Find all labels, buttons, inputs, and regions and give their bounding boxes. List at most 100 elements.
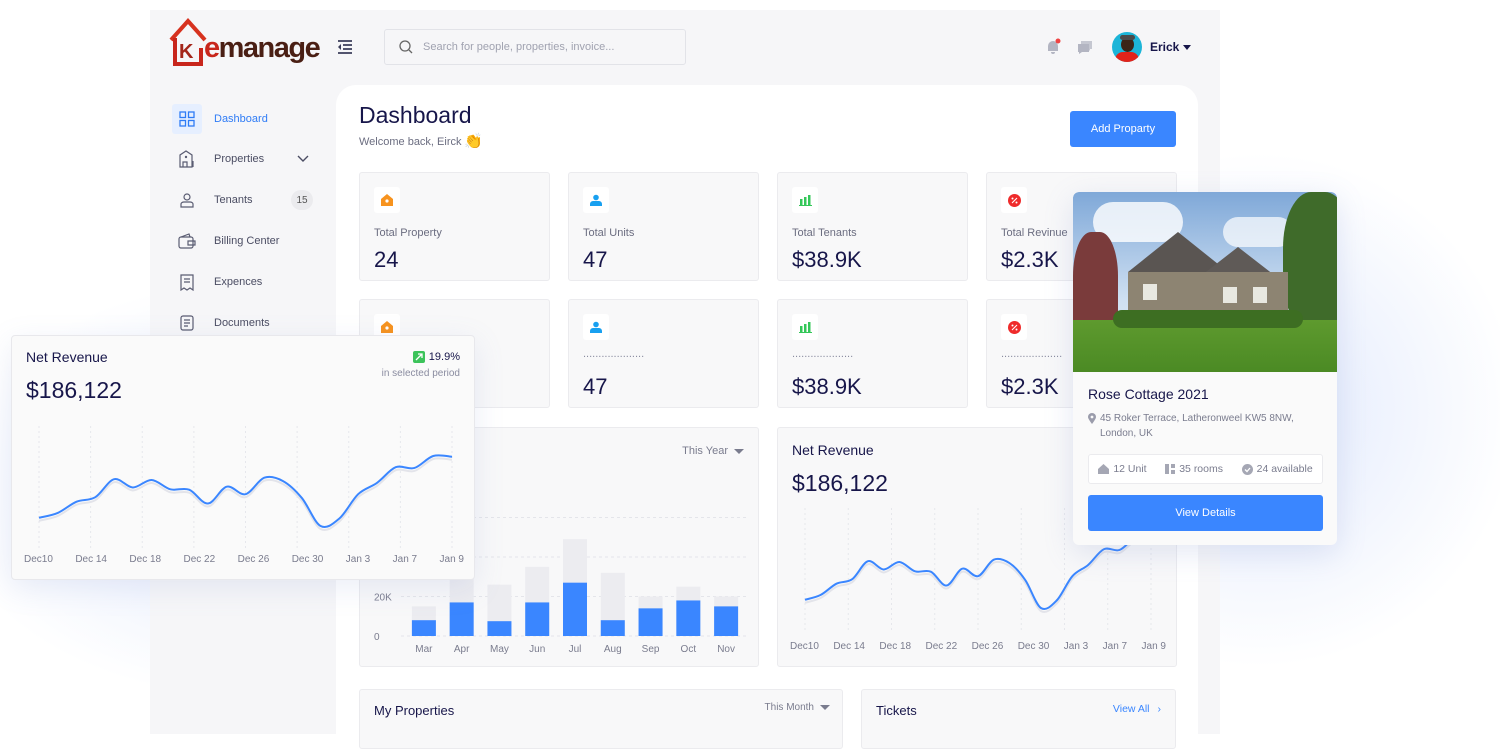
x-tick-label: Dec 14 bbox=[75, 554, 107, 565]
bar-value bbox=[638, 608, 663, 636]
period-label: This Year bbox=[682, 445, 728, 457]
change-caption: in selected period bbox=[381, 368, 460, 379]
grid-icon bbox=[172, 104, 202, 134]
change-percent: 19.9% bbox=[428, 351, 460, 363]
welcome-text: Welcome back, Eirck bbox=[359, 136, 462, 148]
available-feature: 24 available bbox=[1241, 463, 1313, 475]
tickets-title: Tickets bbox=[876, 703, 917, 718]
net-revenue-amount: $186,122 bbox=[26, 377, 122, 403]
sidebar-item-label: Expences bbox=[214, 276, 263, 288]
period-dropdown[interactable]: This Month bbox=[765, 702, 830, 713]
property-card[interactable]: Rose Cottage 2021 45 Roker Terrace, Lath… bbox=[1073, 192, 1337, 545]
sidebar-item-label: Documents bbox=[214, 317, 270, 329]
x-tick-label: Jan 7 bbox=[392, 554, 418, 565]
x-tick-label: Dec 30 bbox=[1017, 641, 1050, 652]
bar-value bbox=[714, 606, 739, 636]
my-properties-title: My Properties bbox=[374, 703, 455, 718]
user-icon bbox=[172, 185, 202, 215]
sidebar-item-label: Properties bbox=[214, 153, 265, 165]
chevron-down-icon[interactable] bbox=[297, 155, 309, 163]
search-bar[interactable] bbox=[384, 29, 686, 65]
stat-label: .................... bbox=[1001, 348, 1063, 360]
sidebar-item-documents[interactable]: Documents bbox=[172, 308, 317, 338]
sidebar-item-dashboard[interactable]: Dashboard bbox=[172, 104, 317, 134]
add-property-button[interactable]: Add Proparty bbox=[1070, 111, 1176, 147]
stat-card: .................... $38.9K bbox=[777, 299, 968, 408]
check-circle-icon bbox=[1241, 463, 1253, 475]
view-details-button[interactable]: View Details bbox=[1088, 495, 1323, 531]
tickets-card: Tickets View All › bbox=[861, 689, 1176, 749]
person-icon bbox=[583, 314, 609, 340]
stat-label: Total Tenants bbox=[792, 227, 857, 239]
x-tick-label: Dec10 bbox=[790, 641, 819, 652]
caret-down-icon bbox=[734, 448, 744, 454]
search-input[interactable] bbox=[423, 41, 673, 53]
bar-value bbox=[525, 602, 550, 636]
stat-value: $2.3K bbox=[1001, 247, 1059, 272]
x-tick-label: May bbox=[490, 644, 509, 655]
x-axis-labels: Dec10 Dec 14 Dec 18 Dec 22 Dec 26 Dec 30 Jan 3… bbox=[24, 554, 464, 565]
collapse-menu-icon[interactable] bbox=[336, 39, 354, 55]
user-menu-caret-icon[interactable] bbox=[1183, 45, 1191, 50]
view-all-label: View All bbox=[1112, 703, 1150, 715]
document-icon bbox=[172, 308, 202, 338]
caret-down-icon bbox=[820, 705, 830, 710]
x-tick-label: Dec 22 bbox=[925, 641, 958, 652]
notification-bell-icon[interactable] bbox=[1044, 38, 1062, 56]
x-tick-label: Jan 3 bbox=[345, 554, 371, 565]
stat-label: Total Property bbox=[374, 227, 442, 239]
bar-value bbox=[449, 602, 474, 636]
bar-value bbox=[676, 600, 701, 636]
person-icon bbox=[583, 187, 609, 213]
chevron-right-icon: › bbox=[1157, 703, 1162, 715]
revenue-change: 19.9% bbox=[412, 351, 460, 363]
x-tick-label: Dec10 bbox=[24, 554, 53, 565]
units-feature: 12 Unit bbox=[1098, 463, 1147, 475]
trend-line bbox=[804, 536, 1152, 611]
sidebar-item-billing-center[interactable]: Billing Center bbox=[172, 226, 317, 256]
stat-card: Total Units 47 bbox=[568, 172, 759, 281]
stat-card: Total Tenants $38.9K bbox=[777, 172, 968, 281]
sidebar-item-properties[interactable]: Properties bbox=[172, 144, 317, 174]
stat-value: 24 bbox=[374, 247, 399, 272]
net-revenue-title: Net Revenue bbox=[792, 442, 874, 458]
net-revenue-amount: $186,122 bbox=[792, 470, 888, 496]
bar-value bbox=[563, 582, 587, 636]
chat-icon[interactable] bbox=[1076, 38, 1094, 56]
x-axis-labels: Dec10 Dec 14 Dec 18 Dec 22 Dec 26 Dec 30 Jan 3… bbox=[790, 641, 1166, 652]
stat-value: $2.3K bbox=[1001, 374, 1059, 399]
kemanage-logo[interactable]: K emanage bbox=[168, 18, 321, 70]
x-tick-label: Sep bbox=[642, 644, 660, 655]
property-features: 12 Unit 35 rooms 24 available bbox=[1088, 454, 1323, 484]
x-tick-label: Dec 18 bbox=[129, 554, 162, 565]
net-revenue-line-chart bbox=[38, 426, 453, 551]
period-dropdown[interactable]: This Year bbox=[682, 445, 744, 457]
x-tick-label: Jan 3 bbox=[1063, 641, 1089, 652]
x-tick-label: Dec 18 bbox=[879, 641, 912, 652]
view-all-link[interactable]: View All › bbox=[1113, 703, 1161, 715]
rooms-feature: 35 rooms bbox=[1165, 463, 1223, 475]
user-name[interactable]: Erick bbox=[1150, 40, 1180, 54]
location-pin-icon bbox=[1088, 413, 1096, 424]
search-icon bbox=[399, 40, 413, 54]
sidebar-item-tenants[interactable]: Tenants 15 bbox=[172, 185, 317, 215]
receipt-icon bbox=[172, 267, 202, 297]
x-tick-label: Jan 9 bbox=[1141, 641, 1166, 652]
period-label: This Month bbox=[764, 702, 814, 713]
floating-net-revenue-card: Net Revenue $186,122 19.9% in selected p… bbox=[11, 335, 475, 580]
home-icon bbox=[374, 187, 400, 213]
property-photo bbox=[1073, 192, 1337, 372]
x-tick-label: Nov bbox=[717, 644, 735, 655]
x-tick-label: Dec 22 bbox=[183, 554, 216, 565]
bar-chart-icon bbox=[792, 187, 818, 213]
wallet-icon bbox=[172, 226, 202, 256]
page-title: Dashboard bbox=[359, 102, 472, 128]
bar-value bbox=[411, 620, 436, 636]
sidebar-item-label: Dashboard bbox=[214, 113, 268, 125]
tenants-count-badge: 15 bbox=[291, 190, 313, 210]
x-tick-label: Aug bbox=[604, 644, 622, 655]
user-avatar[interactable] bbox=[1112, 32, 1142, 62]
x-tick-label: Dec 30 bbox=[291, 554, 324, 565]
stat-value: 47 bbox=[583, 374, 608, 399]
sidebar-item-expences[interactable]: Expences bbox=[172, 267, 317, 297]
